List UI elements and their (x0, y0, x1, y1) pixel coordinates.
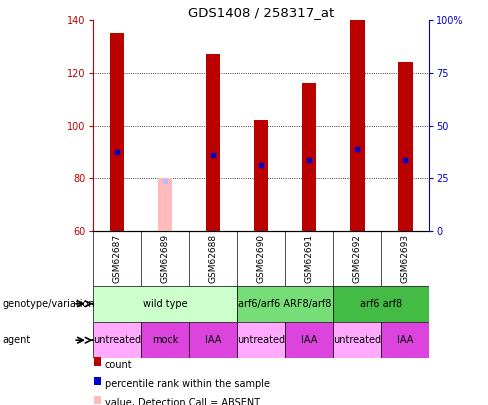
Text: GSM62687: GSM62687 (112, 234, 122, 283)
Bar (285, 322, 333, 358)
Bar (94, 377, 101, 385)
Text: genotype/variation: genotype/variation (2, 299, 95, 309)
Bar (333, 286, 429, 322)
Text: GSM62691: GSM62691 (305, 234, 314, 283)
Bar (237, 322, 285, 358)
Text: GSM62688: GSM62688 (208, 234, 218, 283)
Bar (94, 396, 101, 404)
Bar (109, 34, 124, 231)
Title: GDS1408 / 258317_at: GDS1408 / 258317_at (188, 6, 334, 19)
Text: GSM62692: GSM62692 (353, 234, 362, 283)
Bar (254, 120, 268, 231)
Bar (93, 322, 141, 358)
Text: percentile rank within the sample: percentile rank within the sample (105, 379, 270, 389)
Text: untreated: untreated (93, 335, 141, 345)
Text: IAA: IAA (205, 335, 221, 345)
Bar (189, 322, 237, 358)
Text: GSM62690: GSM62690 (257, 234, 265, 283)
Bar (93, 286, 237, 322)
Text: agent: agent (2, 335, 31, 345)
Text: GSM62689: GSM62689 (161, 234, 169, 283)
Bar (206, 54, 220, 231)
Bar (398, 62, 412, 231)
Text: wild type: wild type (142, 299, 187, 309)
Bar (94, 358, 101, 366)
Bar (302, 83, 316, 231)
Text: value, Detection Call = ABSENT: value, Detection Call = ABSENT (105, 399, 260, 405)
Text: IAA: IAA (397, 335, 413, 345)
Bar (333, 322, 381, 358)
Bar (158, 178, 172, 231)
Text: untreated: untreated (237, 335, 285, 345)
Text: mock: mock (152, 335, 178, 345)
Bar (350, 20, 365, 231)
Bar (141, 322, 189, 358)
Text: count: count (105, 360, 133, 369)
Text: arf6/arf6 ARF8/arf8: arf6/arf6 ARF8/arf8 (239, 299, 332, 309)
Text: IAA: IAA (301, 335, 317, 345)
Bar (237, 286, 333, 322)
Text: untreated: untreated (333, 335, 381, 345)
Bar (381, 322, 429, 358)
Text: arf6 arf8: arf6 arf8 (360, 299, 403, 309)
Text: GSM62693: GSM62693 (401, 234, 410, 283)
